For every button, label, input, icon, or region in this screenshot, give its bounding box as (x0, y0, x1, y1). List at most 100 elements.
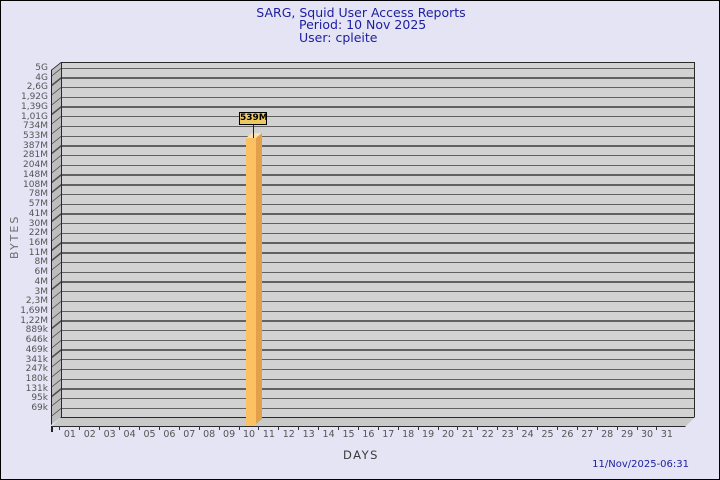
axis-tick (258, 426, 260, 430)
axis-tick (59, 426, 61, 430)
axis-tick (79, 426, 81, 430)
bar-side-face (256, 133, 262, 425)
axis-tick (636, 426, 638, 430)
x-tick-label: 20 (441, 429, 455, 440)
y-tick-label: 57M (28, 199, 48, 210)
gridline (62, 154, 694, 157)
axis-tick (537, 426, 539, 430)
axis-tick (198, 426, 200, 430)
y-tick-label: 889k (25, 325, 48, 336)
x-tick-label: 11 (262, 429, 275, 440)
gridline (62, 213, 694, 215)
gridline-wall (52, 203, 61, 213)
y-tick-label: 387M (23, 140, 48, 151)
x-tick-label: 03 (103, 429, 116, 440)
x-tick-label: 05 (143, 429, 156, 440)
x-tick-label: 14 (322, 429, 335, 440)
gridline (62, 232, 694, 235)
gridline-wall (52, 145, 61, 154)
gridline (62, 368, 694, 371)
y-tick-label: 2,6G (26, 82, 48, 93)
generated-timestamp: 11/Nov/2025-06:31 (592, 459, 689, 470)
axis-tick (556, 426, 558, 430)
gridline-wall (52, 77, 61, 86)
report-subtitle: Period: 10 Nov 2025 User: cpleite (299, 18, 426, 44)
gridline (62, 67, 694, 69)
gridline (62, 135, 694, 137)
gridline-wall (52, 300, 61, 310)
x-tick-label: 17 (382, 429, 395, 440)
gridline-wall (52, 232, 61, 242)
y-tick-label: 1,39G (20, 101, 48, 112)
y-tick-label: 533M (23, 131, 48, 142)
y-tick-label: 646k (25, 335, 48, 346)
x-tick-label: 28 (601, 429, 614, 440)
x-tick-label: 25 (541, 429, 554, 440)
axis-tick (298, 426, 300, 430)
x-axis-title: DAYS (343, 448, 379, 462)
x-tick-label: 01 (63, 429, 76, 440)
x-tick-label: 02 (83, 429, 96, 440)
gridline (62, 378, 694, 380)
plot-floor (51, 417, 695, 427)
y-axis-stub (51, 426, 53, 432)
axis-tick (99, 426, 101, 430)
gridline (62, 86, 694, 89)
y-tick-label: 3M (34, 286, 49, 297)
gridline-wall (52, 213, 61, 222)
x-tick-label: 19 (422, 429, 435, 440)
axis-tick (437, 426, 439, 430)
gridline (62, 407, 694, 410)
axis-tick (457, 426, 459, 430)
y-tick-label: 4M (34, 276, 49, 287)
axis-tick (338, 426, 340, 430)
x-tick-label: 16 (362, 429, 375, 440)
x-tick-label: 04 (123, 429, 136, 440)
y-tick-label: 78M (28, 189, 48, 200)
gridline-wall (52, 397, 61, 407)
gridline-wall (52, 164, 61, 174)
y-tick-label: 22M (28, 228, 48, 239)
axis-tick (417, 426, 419, 430)
axis-tick (616, 426, 618, 430)
gridline-wall (52, 378, 61, 388)
y-tick-label: 734M (23, 121, 48, 132)
gridline (62, 261, 694, 264)
gridline-wall (52, 174, 61, 183)
gridline-wall (52, 281, 61, 290)
y-tick-label: 6M (34, 267, 49, 278)
x-tick-label: 29 (621, 429, 634, 440)
gridline-wall (52, 223, 61, 232)
gridline-wall (52, 359, 61, 368)
y-tick-label: 247k (25, 364, 48, 375)
axis-tick (178, 426, 180, 430)
y-tick-label: 4G (35, 72, 48, 83)
axis-tick (497, 426, 499, 430)
axis-tick (656, 426, 658, 430)
gridline (62, 359, 694, 361)
y-tick-label: 148M (23, 169, 48, 180)
gridline-wall (52, 310, 61, 320)
y-tick-label: 469k (25, 344, 48, 355)
plot-left-wall (51, 62, 61, 426)
gridline-wall (52, 291, 61, 300)
gridline-wall (52, 368, 61, 378)
gridline (62, 300, 694, 303)
gridline (62, 252, 694, 254)
axis-tick (278, 426, 280, 430)
gridline-wall (52, 106, 61, 115)
gridline-wall (52, 193, 61, 203)
axis-tick (596, 426, 598, 430)
y-tick-label: 1,92G (20, 92, 48, 103)
y-tick-label: 180k (25, 374, 48, 385)
axis-tick (238, 426, 240, 430)
gridline (62, 174, 694, 176)
axis-tick (397, 426, 399, 430)
gridline-wall (52, 388, 61, 397)
axis-tick (218, 426, 220, 430)
x-tick-label: 24 (521, 429, 534, 440)
gridline-wall (52, 242, 61, 252)
y-tick-label: 30M (28, 218, 48, 229)
x-tick-label: 23 (501, 429, 514, 440)
